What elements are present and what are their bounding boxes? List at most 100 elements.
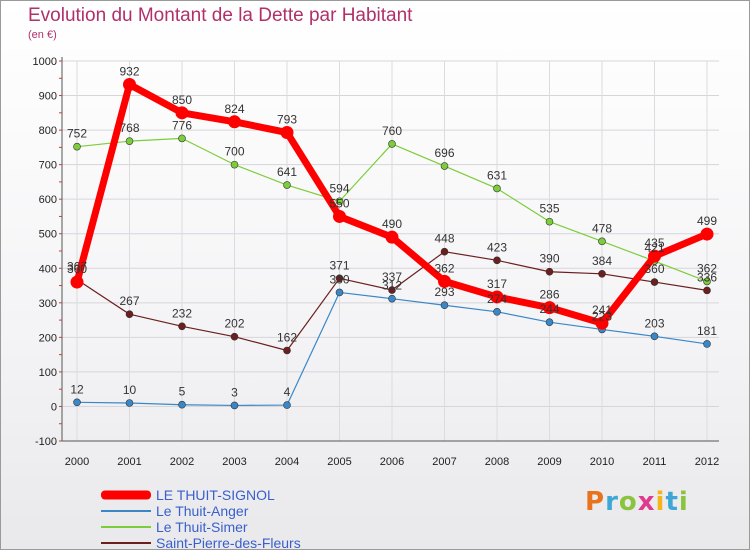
x-tick-label: 2008 <box>485 456 509 468</box>
data-point <box>598 237 606 246</box>
x-tick-label: 2005 <box>327 456 351 468</box>
legend-item-le-thuit-simer[interactable]: Le Thuit-Simer <box>101 519 361 535</box>
chart-title: Evolution du Montant de la Dette par Hab… <box>28 5 413 26</box>
x-tick-label: 2004 <box>275 456 299 468</box>
y-tick-label: 400 <box>39 263 57 275</box>
data-point <box>543 301 556 315</box>
x-tick-label: 2000 <box>65 456 89 468</box>
data-label: 390 <box>539 252 559 266</box>
data-label: 162 <box>277 330 297 344</box>
data-label: 360 <box>67 262 87 276</box>
x-tick-label: 2006 <box>380 456 404 468</box>
data-label: 293 <box>434 285 454 299</box>
legend-label: Le Thuit-Anger <box>156 503 249 519</box>
logo-letter: t <box>665 487 679 517</box>
data-point <box>175 106 189 120</box>
y-tick-label: 900 <box>39 91 57 103</box>
axes: -100 0 100 200 300 400 500 600 700 800 900 1000 2000… <box>33 56 720 468</box>
data-label: 700 <box>224 145 244 159</box>
data-label: 594 <box>329 181 349 195</box>
data-point <box>440 162 449 170</box>
data-point <box>388 140 396 148</box>
data-point <box>283 181 291 189</box>
data-point <box>545 318 554 326</box>
data-label: 3 <box>231 385 238 399</box>
data-label: 267 <box>119 294 139 308</box>
data-point <box>493 184 501 193</box>
data-label: 490 <box>382 217 402 231</box>
data-point <box>650 332 659 341</box>
data-label: 5 <box>179 385 186 399</box>
legend-swatch <box>101 490 151 500</box>
y-tick-label: 700 <box>39 160 57 172</box>
data-point <box>178 134 186 143</box>
legend-swatch <box>101 526 151 528</box>
data-point <box>125 137 134 145</box>
x-tick-label: 2007 <box>432 456 456 468</box>
data-point <box>493 256 501 265</box>
data-label: 850 <box>172 93 192 107</box>
data-point <box>648 249 661 263</box>
logo-letter: o <box>618 487 638 517</box>
data-label: 362 <box>697 261 717 275</box>
data-point <box>178 400 186 409</box>
data-point <box>703 286 711 295</box>
legend-label: LE THUIT-SIGNOL <box>156 487 275 503</box>
data-point <box>493 307 501 316</box>
data-point <box>438 274 451 288</box>
data-point <box>73 142 81 151</box>
data-point <box>598 269 606 278</box>
data-label: 181 <box>697 324 717 338</box>
proxiti-logo: Proxiti <box>585 487 689 517</box>
data-label: 448 <box>434 232 454 246</box>
data-label: 317 <box>487 277 507 291</box>
data-label: 535 <box>539 202 559 216</box>
data-point <box>283 346 291 355</box>
data-label: 241 <box>592 303 612 317</box>
data-point <box>125 310 134 319</box>
data-point <box>545 267 554 276</box>
legend-label: Saint-Pierre-des-Fleurs <box>156 535 301 551</box>
data-labels: 3609328508247935504903623172862414354991… <box>67 64 717 399</box>
data-point <box>545 217 554 226</box>
data-label: 932 <box>119 64 139 78</box>
data-label: 550 <box>329 196 349 210</box>
data-label: 793 <box>277 113 297 127</box>
data-label: 768 <box>119 121 139 135</box>
data-label: 423 <box>487 240 507 254</box>
data-label: 362 <box>434 261 454 275</box>
data-label: 478 <box>592 221 612 235</box>
data-point <box>385 230 399 244</box>
data-point <box>70 275 84 289</box>
y-tick-label: 100 <box>39 367 57 379</box>
data-point <box>230 332 239 341</box>
data-label: 223 <box>592 309 612 323</box>
data-point <box>73 398 81 407</box>
logo-letter: r <box>605 487 619 517</box>
legend-swatch <box>101 542 151 544</box>
data-label: 336 <box>697 270 717 284</box>
legend-item-le-thuit-anger[interactable]: Le Thuit-Anger <box>101 503 361 519</box>
legend-item-saint-pierre-des-fleurs[interactable]: Saint-Pierre-des-Fleurs <box>101 535 361 551</box>
data-label: 337 <box>382 270 402 284</box>
x-tick-label: 2010 <box>590 456 614 468</box>
data-point <box>230 401 239 410</box>
x-tick-label: 2003 <box>222 456 246 468</box>
data-label: 203 <box>644 316 664 330</box>
y-tick-label: 600 <box>39 194 57 206</box>
data-label: 202 <box>224 317 244 331</box>
y-tick-label: 1000 <box>33 56 57 68</box>
logo-letter: P <box>585 487 606 517</box>
data-point <box>228 115 241 129</box>
data-label: 421 <box>644 241 664 255</box>
data-point <box>388 294 396 303</box>
x-tick-label: 2012 <box>695 456 719 468</box>
x-tick-label: 2009 <box>537 456 561 468</box>
legend-item-le-thuit-signol[interactable]: LE THUIT-SIGNOL <box>101 487 361 503</box>
logo-letter: i <box>678 487 689 517</box>
y-tick-label: 800 <box>39 125 57 137</box>
data-point <box>440 247 449 256</box>
data-point <box>283 401 291 409</box>
data-point <box>595 316 609 330</box>
data-point <box>440 301 449 310</box>
